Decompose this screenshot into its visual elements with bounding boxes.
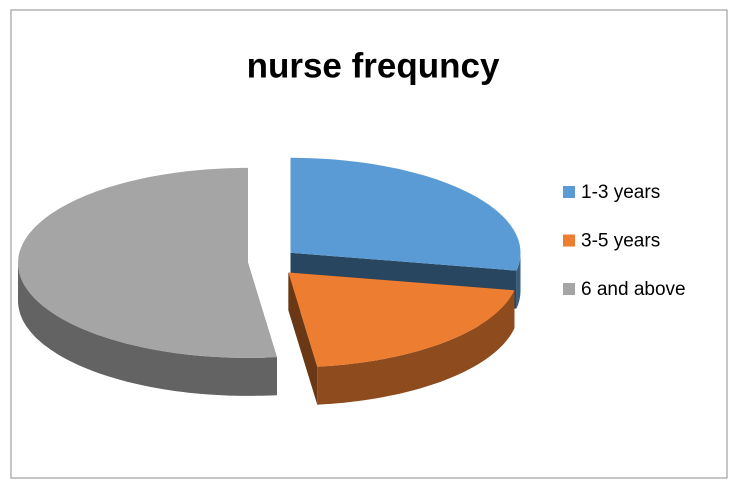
slice xyxy=(288,272,515,367)
chart-title: nurse frequncy xyxy=(247,46,500,85)
legend-label: 1-3 years xyxy=(581,182,660,203)
legend-label: 6 and above xyxy=(581,279,686,300)
slice-wall xyxy=(288,272,318,405)
slice-side xyxy=(516,252,521,309)
slice xyxy=(290,157,521,271)
legend-swatch xyxy=(563,283,575,295)
legend-swatch xyxy=(563,186,575,198)
slice xyxy=(18,167,277,358)
slice-side xyxy=(18,262,277,396)
slice-side xyxy=(317,290,515,405)
legend-label: 3-5 years xyxy=(581,231,660,252)
legend-swatch xyxy=(563,234,575,247)
